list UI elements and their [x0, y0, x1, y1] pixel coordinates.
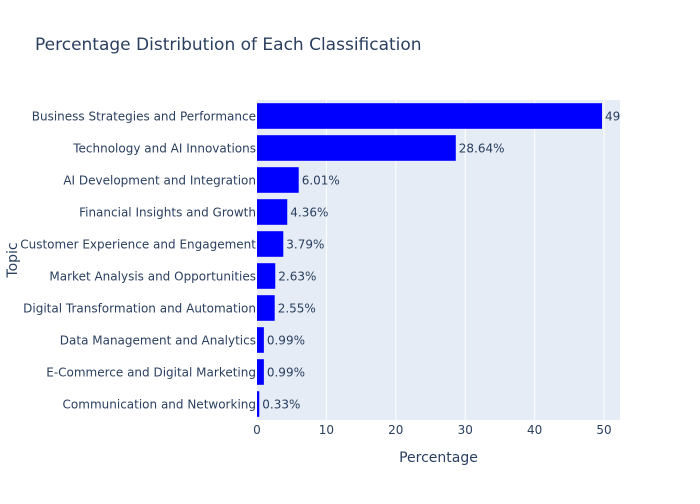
bar[interactable]	[257, 167, 299, 193]
x-tick-label: 10	[319, 423, 334, 437]
category-label: Financial Insights and Growth	[79, 206, 256, 220]
data-label: 28.64%	[459, 142, 505, 156]
category-labels-group: Business Strategies and Performance Techn…	[20, 110, 256, 412]
category-label: Market Analysis and Opportunities	[49, 270, 256, 284]
category-label: Digital Transformation and Automation	[23, 302, 256, 316]
x-tick-labels-group: 0 10 20 30 40 50	[253, 423, 611, 437]
bar[interactable]	[257, 295, 275, 321]
data-label: 6.01%	[302, 174, 340, 188]
bar[interactable]	[257, 359, 264, 385]
data-label: 0.99%	[267, 334, 305, 348]
x-axis-title: Percentage	[399, 450, 478, 466]
data-labels-group: 49.71% 28.64% 6.01% 4.36% 3.79% 2.63% 2.55% 0.9…	[262, 110, 651, 412]
bar[interactable]	[257, 263, 276, 289]
data-label: 3.79%	[286, 238, 324, 252]
bar[interactable]	[257, 103, 603, 129]
x-tick-label: 20	[388, 423, 403, 437]
data-label: 49.71%	[605, 110, 651, 124]
category-label: Data Management and Analytics	[60, 334, 256, 348]
x-tick-label: 40	[527, 423, 542, 437]
y-axis-title: Topic	[5, 242, 21, 278]
category-label: Communication and Networking	[63, 398, 256, 412]
data-label: 0.33%	[262, 398, 300, 412]
x-tick-label: 50	[596, 423, 611, 437]
category-label: Technology and AI Innovations	[72, 142, 256, 156]
data-label: 0.99%	[267, 366, 305, 380]
bars-group	[257, 103, 603, 417]
bar[interactable]	[257, 391, 260, 417]
bar[interactable]	[257, 199, 288, 225]
data-label: 2.63%	[278, 270, 316, 284]
category-label: Customer Experience and Engagement	[20, 238, 256, 252]
category-label: E-Commerce and Digital Marketing	[46, 366, 256, 380]
bar[interactable]	[257, 327, 264, 353]
category-label: AI Development and Integration	[63, 174, 256, 188]
data-label: 4.36%	[290, 206, 328, 220]
category-label: Business Strategies and Performance	[32, 110, 256, 124]
bar[interactable]	[257, 135, 456, 161]
data-label: 2.55%	[278, 302, 316, 316]
bar[interactable]	[257, 231, 284, 257]
chart-title: Percentage Distribution of Each Classifi…	[35, 35, 422, 55]
x-tick-label: 0	[253, 423, 261, 437]
x-tick-label: 30	[458, 423, 473, 437]
